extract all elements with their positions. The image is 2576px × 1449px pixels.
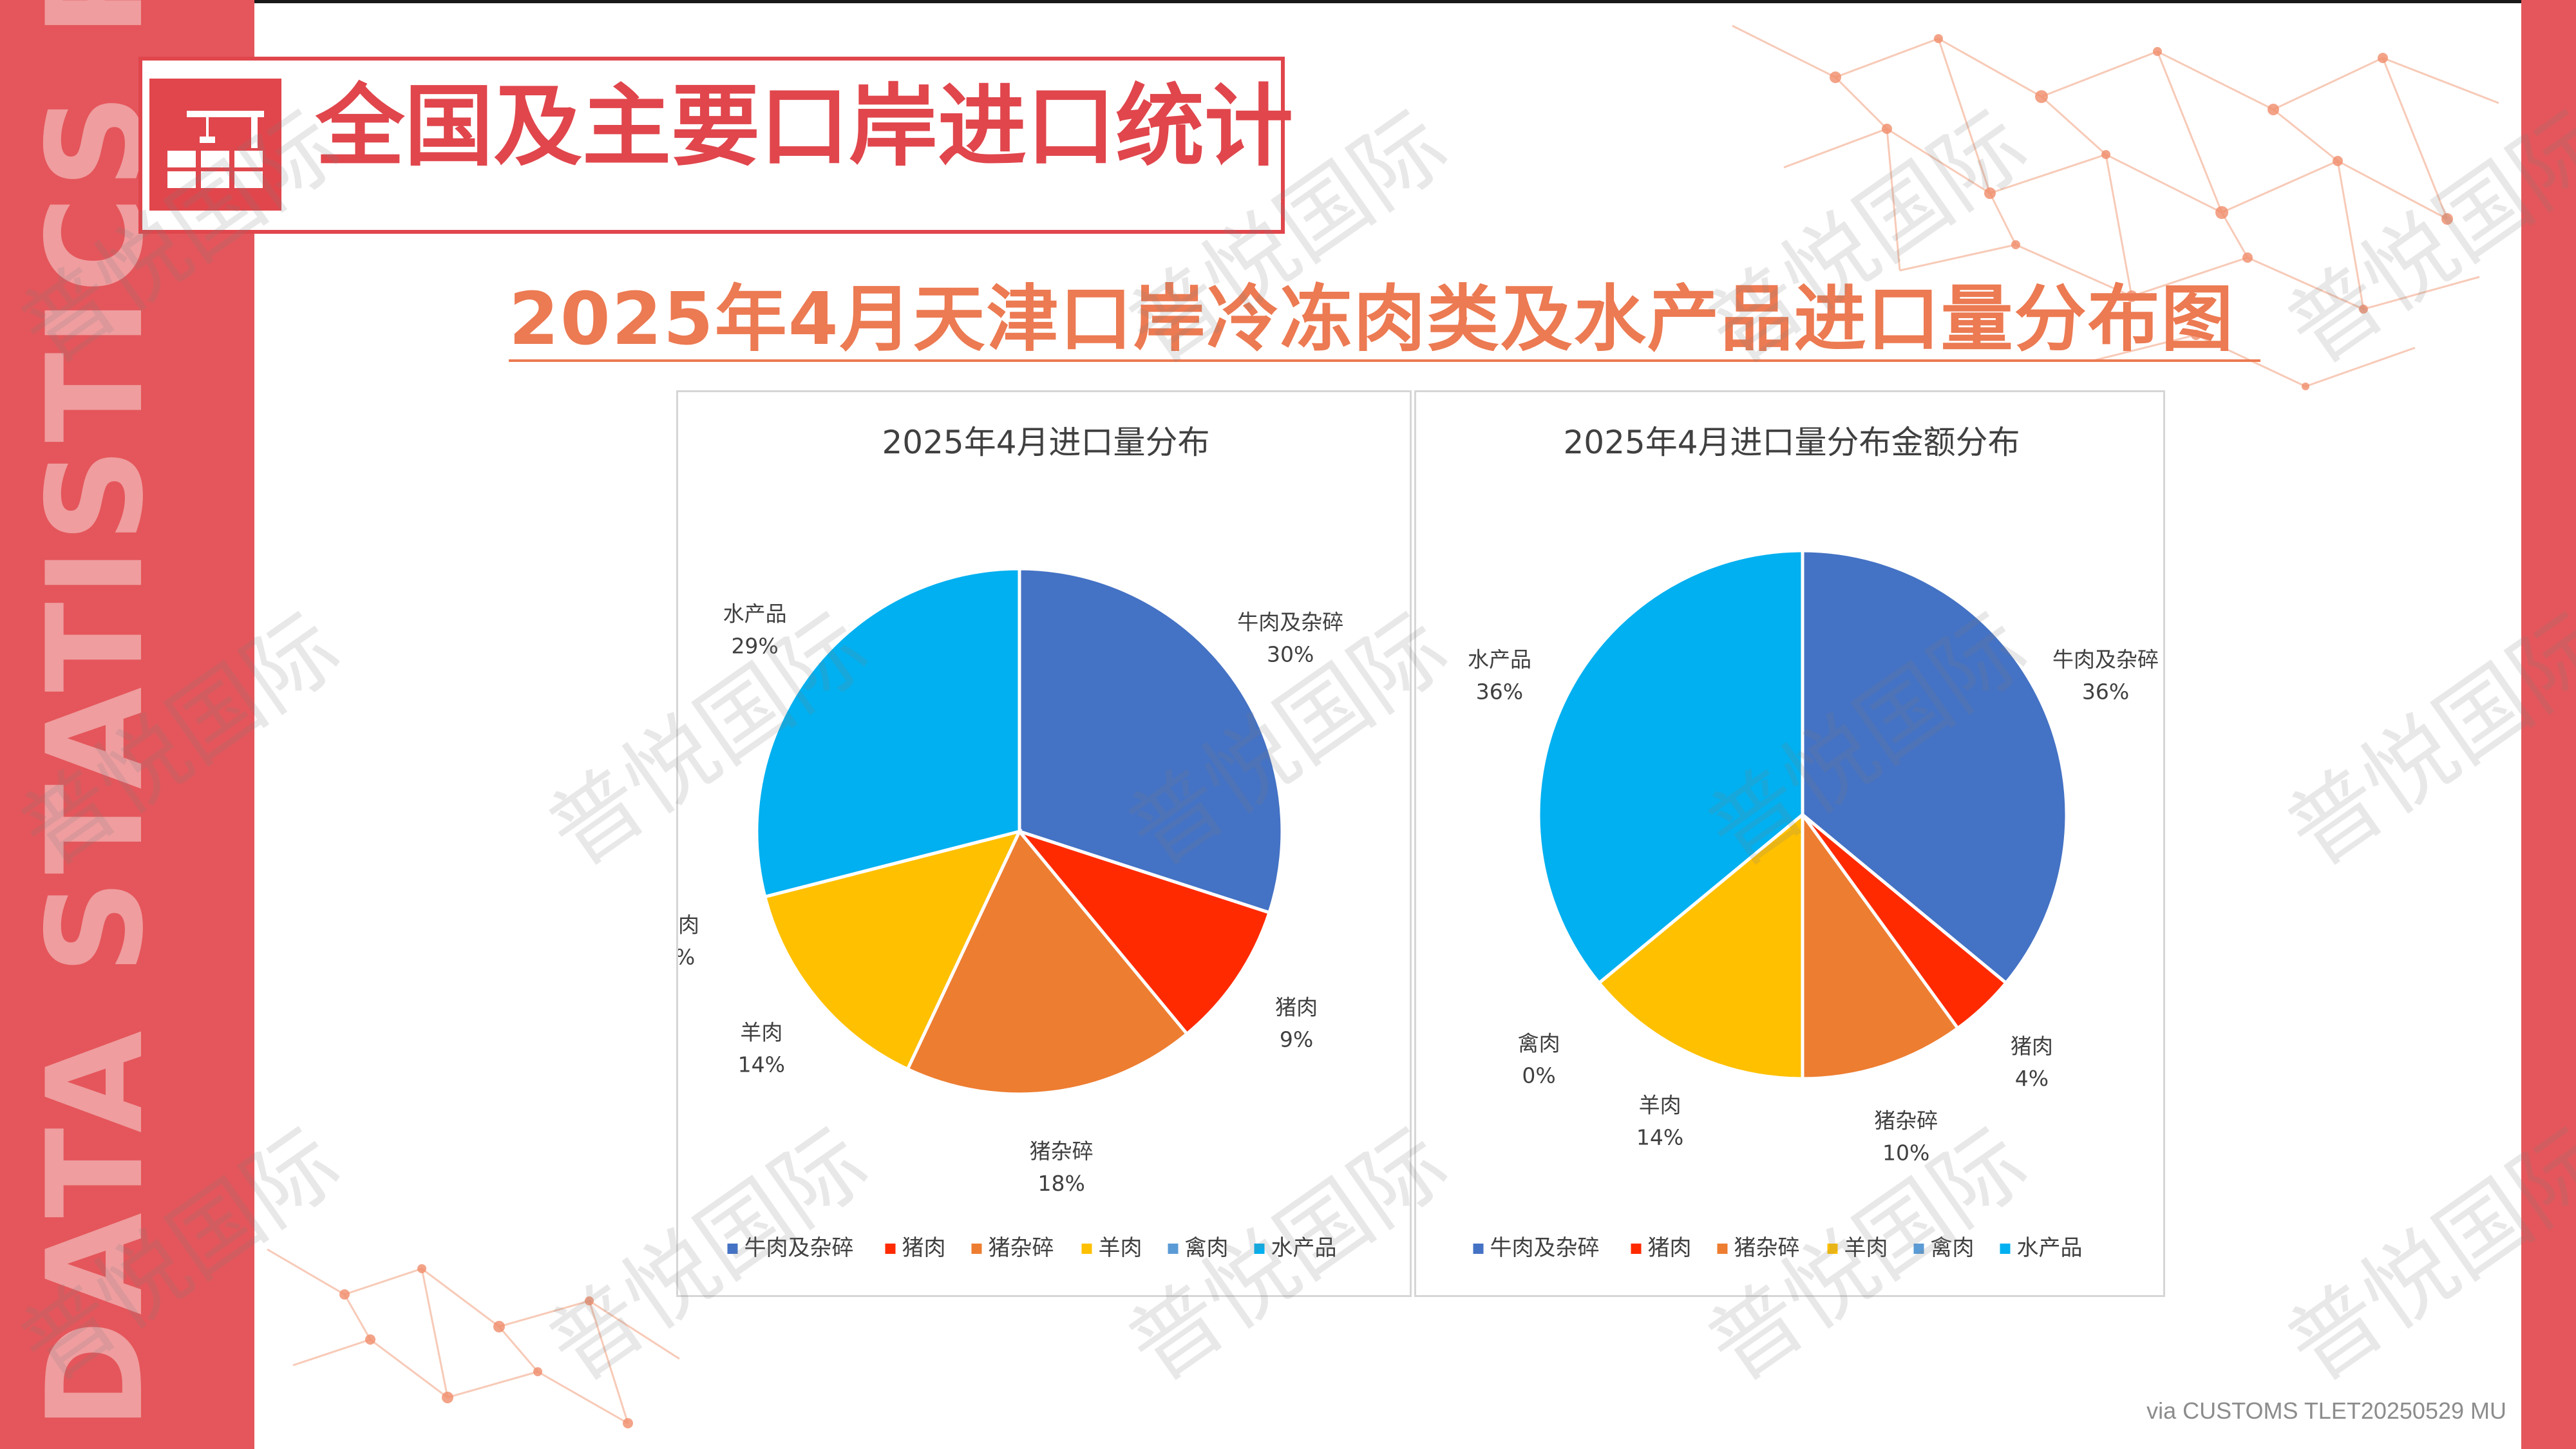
pie-slice — [905, 828, 1189, 1096]
slice-category-label: 牛肉及杂碎 — [1237, 609, 1343, 634]
legend-swatch — [1473, 1244, 1484, 1254]
legend-swatch — [885, 1244, 896, 1254]
container-crane-icon — [149, 79, 281, 211]
slice-category-label: 猪肉 — [2011, 1034, 2053, 1059]
legend-swatch — [1254, 1244, 1265, 1254]
slice-category-label: 羊肉 — [740, 1019, 782, 1045]
legend-label: 牛肉及杂碎 — [744, 1235, 854, 1261]
legend-label: 羊肉 — [1099, 1235, 1142, 1261]
slice-percent-label: 14% — [738, 1052, 785, 1077]
pie-slice — [1801, 549, 2069, 985]
pie-slice — [1801, 810, 1960, 1081]
pie-slice — [1537, 549, 1804, 985]
slice-percent-label: 36% — [2082, 679, 2129, 705]
slice-category-label: 禽肉 — [678, 913, 699, 938]
slice-category-label: 水产品 — [1468, 647, 1531, 672]
pie-slice — [1014, 828, 1272, 1036]
chart-panel-amount: 2025年4月进口量分布金额分布牛肉及杂碎 36% 猪肉 4% 猪杂碎 10% 羊肉 14% 禽… — [1414, 390, 2165, 1297]
slice-category-label: 羊肉 — [1639, 1093, 1681, 1118]
slice-percent-label: 9% — [1280, 1027, 1313, 1052]
title-underline — [509, 359, 2260, 362]
legend-swatch — [2000, 1244, 2011, 1254]
legend-label: 水产品 — [2017, 1235, 2083, 1261]
section-header-box — [138, 57, 1285, 234]
slice-category-label: 猪肉 — [1275, 994, 1318, 1019]
slice-percent-label: 0% — [1522, 1063, 1555, 1088]
source-note: via CUSTOMS TLET20250529 MU — [2146, 1397, 2506, 1424]
legend-swatch — [1168, 1244, 1179, 1254]
slice-percent-label: 36% — [1476, 679, 1523, 705]
slice-percent-label: 30% — [1267, 641, 1314, 667]
slice-percent-label: 18% — [1037, 1171, 1084, 1196]
slice-category-label: 牛肉及杂碎 — [2052, 647, 2159, 672]
slice-category-label: 禽肉 — [1518, 1031, 1560, 1056]
section-title: 全国及主要口岸进口统计 — [316, 75, 1294, 178]
pie-slice — [762, 829, 1023, 1072]
legend-swatch — [1913, 1244, 1924, 1254]
legend-label: 水产品 — [1271, 1235, 1337, 1261]
slice-category-label: 水产品 — [723, 601, 787, 626]
slice-percent-label: 10% — [1882, 1141, 1929, 1166]
right-sidebar — [2521, 0, 2576, 1449]
slice-category-label: 猪杂碎 — [1030, 1139, 1094, 1164]
legend-swatch — [1081, 1244, 1092, 1254]
legend-label: 猪杂碎 — [1734, 1235, 1800, 1261]
pie-slice — [1018, 567, 1284, 915]
slice-category-label: 猪杂碎 — [1874, 1108, 1938, 1133]
legend-label: 禽肉 — [1931, 1235, 1975, 1261]
legend-label: 猪肉 — [902, 1235, 946, 1261]
chart-title: 2025年4月进口量分布 — [882, 424, 1209, 461]
legend-swatch — [727, 1244, 738, 1254]
legend-label: 羊肉 — [1844, 1235, 1888, 1261]
legend-label: 猪杂碎 — [989, 1235, 1054, 1261]
slice-percent-label: 14% — [1636, 1125, 1683, 1150]
pie-slice — [755, 567, 1021, 899]
legend-swatch — [1827, 1244, 1838, 1254]
legend-swatch — [1631, 1244, 1642, 1254]
network-decoration-bottom — [267, 1248, 680, 1428]
top-border — [0, 0, 2576, 3]
pie-slice — [1596, 811, 1804, 1081]
left-sidebar: DATA STATISTICS REPORT — [0, 0, 254, 1449]
legend-swatch — [1717, 1244, 1728, 1254]
slice-percent-label: 0% — [678, 945, 695, 970]
legend-label: 禽肉 — [1185, 1235, 1229, 1261]
chart-title: 2025年4月进口量分布金额分布 — [1563, 424, 2020, 461]
legend-label: 牛肉及杂碎 — [1490, 1235, 1600, 1261]
legend-label: 猪肉 — [1648, 1235, 1692, 1261]
slice-percent-label: 4% — [2015, 1066, 2049, 1091]
slice-percent-label: 29% — [731, 633, 778, 658]
page-title: 2025年4月天津口岸冷冻肉类及水产品进口量分布图 — [509, 278, 2235, 361]
legend-swatch — [971, 1244, 982, 1254]
